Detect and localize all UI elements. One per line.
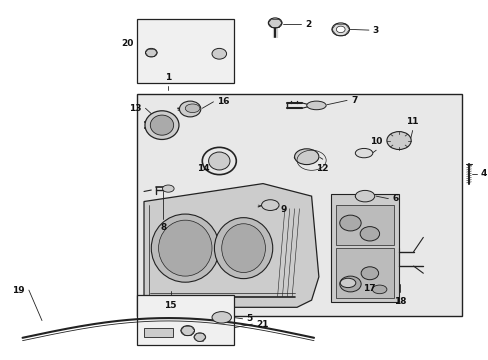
Bar	[335, 248, 393, 298]
Text: 7: 7	[350, 96, 357, 105]
Ellipse shape	[181, 325, 194, 336]
Ellipse shape	[150, 115, 173, 135]
Ellipse shape	[214, 218, 272, 279]
Bar	[143, 328, 173, 337]
Text: 21: 21	[256, 320, 268, 329]
Text: 1: 1	[165, 73, 171, 82]
Bar	[330, 194, 398, 302]
Ellipse shape	[360, 226, 379, 241]
Ellipse shape	[145, 48, 157, 57]
Ellipse shape	[185, 104, 200, 113]
Text: 15: 15	[164, 301, 177, 310]
Ellipse shape	[371, 285, 386, 294]
Bar	[137, 19, 233, 83]
Ellipse shape	[355, 148, 372, 158]
Ellipse shape	[221, 224, 265, 273]
Ellipse shape	[339, 276, 361, 292]
Bar	[335, 205, 393, 244]
Ellipse shape	[194, 333, 205, 341]
Ellipse shape	[339, 215, 361, 231]
Text: 8: 8	[160, 223, 166, 232]
Ellipse shape	[355, 190, 374, 202]
Ellipse shape	[162, 185, 174, 192]
Ellipse shape	[268, 18, 282, 28]
Ellipse shape	[294, 149, 318, 165]
Text: 3: 3	[372, 26, 378, 35]
Text: 5: 5	[246, 314, 252, 323]
Ellipse shape	[340, 278, 355, 288]
Text: 2: 2	[304, 19, 310, 28]
Text: 4: 4	[480, 169, 486, 178]
Text: 20: 20	[121, 39, 134, 48]
Ellipse shape	[208, 152, 229, 170]
Text: 10: 10	[369, 137, 382, 146]
Text: 11: 11	[406, 117, 418, 126]
Ellipse shape	[179, 101, 201, 117]
Ellipse shape	[144, 111, 179, 139]
Text: 13: 13	[129, 104, 142, 113]
Ellipse shape	[212, 48, 226, 59]
Ellipse shape	[212, 312, 231, 323]
Polygon shape	[143, 184, 318, 307]
Text: 17: 17	[363, 284, 375, 293]
Text: 18: 18	[393, 297, 406, 306]
Ellipse shape	[361, 267, 378, 280]
Text: 9: 9	[280, 205, 286, 214]
Ellipse shape	[386, 132, 410, 149]
Ellipse shape	[158, 220, 212, 276]
Ellipse shape	[336, 26, 345, 33]
Text: 16: 16	[217, 97, 229, 106]
Bar	[137, 94, 461, 316]
Text: 19: 19	[12, 285, 25, 294]
Bar	[137, 295, 233, 345]
Ellipse shape	[151, 214, 219, 282]
Ellipse shape	[331, 23, 349, 36]
Text: 6: 6	[391, 194, 398, 203]
Ellipse shape	[306, 101, 325, 110]
Ellipse shape	[261, 200, 279, 211]
Text: 12: 12	[316, 163, 328, 172]
Text: 14: 14	[197, 164, 209, 173]
